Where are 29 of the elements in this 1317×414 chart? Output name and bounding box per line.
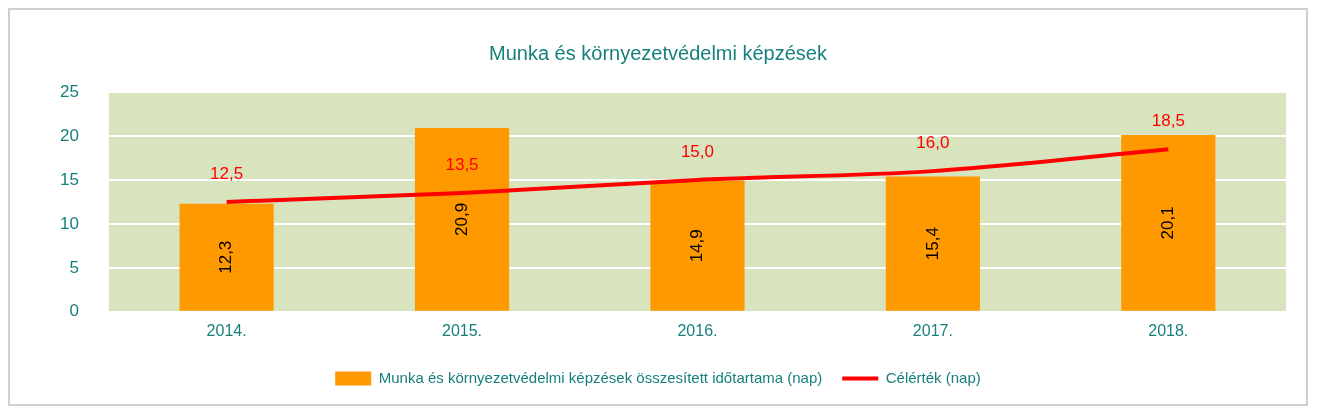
y-tick-label: 10 — [59, 213, 79, 233]
bar — [1121, 135, 1216, 311]
y-tick-label: 25 — [59, 81, 79, 101]
x-tick-label: 2014. — [206, 321, 247, 339]
x-tick-label: 2015. — [442, 321, 483, 339]
bar — [885, 176, 980, 311]
x-tick-label: 2017. — [912, 321, 953, 339]
bar — [414, 128, 510, 311]
legend-label: Célérték (nap) — [885, 368, 981, 386]
data-label: 15,4 — [922, 227, 942, 261]
data-label: 20,1 — [1157, 206, 1177, 240]
data-label: 12,3 — [216, 240, 236, 274]
data-label: 18,5 — [1151, 110, 1185, 130]
bar — [179, 203, 274, 311]
chart-title: Munka és környezetvédelmi képzések — [489, 41, 828, 64]
data-label: 13,5 — [445, 154, 479, 174]
data-label: 20,9 — [451, 202, 471, 236]
data-label: 16,0 — [916, 132, 950, 152]
y-tick-label: 15 — [59, 169, 79, 189]
x-tick-label: 2018. — [1148, 321, 1189, 339]
data-label: 12,5 — [210, 163, 244, 183]
bar — [650, 180, 745, 311]
y-tick-label: 5 — [69, 257, 79, 277]
data-label: 15,0 — [680, 141, 714, 161]
y-tick-label: 20 — [59, 125, 79, 145]
legend-label: Munka és környezetvédelmi képzések összesített időtartama (nap) — [378, 368, 823, 386]
y-tick-label: 0 — [69, 301, 79, 321]
data-label: 14,9 — [687, 229, 707, 263]
x-tick-label: 2016. — [677, 321, 718, 339]
